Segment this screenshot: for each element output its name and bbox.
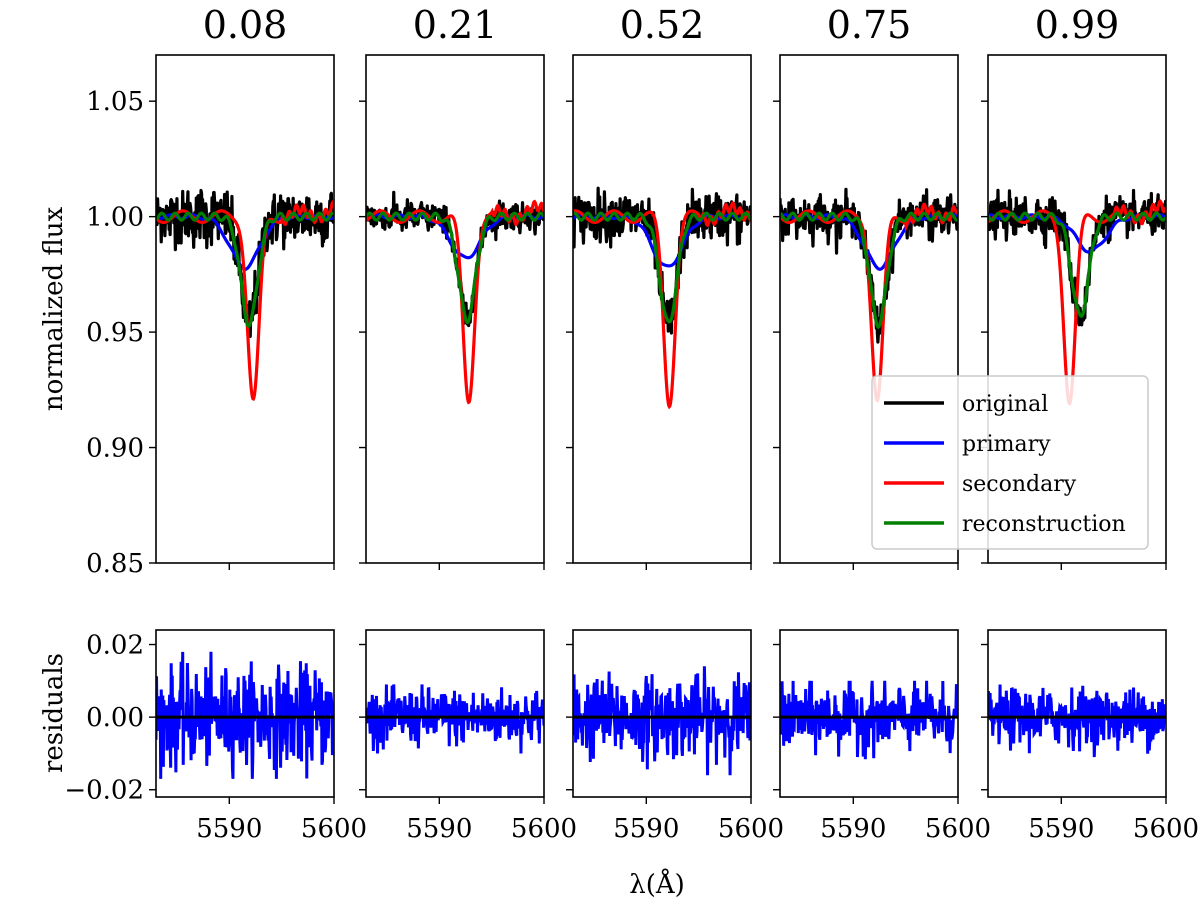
x-tick-label: 5600 [718,814,784,844]
panel-5-bottom-frame [987,629,1167,798]
series-residuals [366,684,544,754]
x-tick-label: 5590 [820,814,886,844]
y-tick-label-top: 1.05 [86,87,144,117]
panel-title: 0.75 [827,3,912,47]
x-tick-label: 5590 [613,814,679,844]
panel-3-residual-series [573,666,751,776]
panel-4-bottom-frame [779,629,959,798]
panel-2-top-frame [365,54,545,564]
series-reconstruction [780,211,958,329]
series-secondary [780,202,958,403]
y-tick-label-top: 0.85 [86,549,144,579]
x-tick-label: 5600 [301,814,367,844]
series-residuals [156,651,334,779]
panel-title: 0.21 [413,3,498,47]
x-tick-label: 5590 [196,814,262,844]
panel-3-bottom-frame [572,629,752,798]
x-tick-label: 5600 [511,814,577,844]
series-secondary [156,200,334,402]
panel-3-top-frame [572,54,752,564]
y-tick-label-bottom: 0.00 [86,703,144,733]
x-tick-label: 5590 [1028,814,1094,844]
series-residuals [780,680,958,760]
panel-4-residual-series [780,680,958,760]
y-axis-title-top: normalized flux [39,206,69,411]
x-axis-title: λ(Å) [629,868,685,900]
x-tick-label: 5590 [406,814,472,844]
panel-2-top-series [366,190,544,405]
y-axis-title-bottom: residuals [39,653,69,773]
x-tick-label: 5600 [925,814,991,844]
panel-1-top-frame [155,54,335,564]
panel-3-top-series [573,186,751,410]
series-residuals [573,666,751,776]
legend-label-secondary: secondary [962,472,1077,497]
y-tick-label-top: 0.90 [86,434,144,464]
y-tick-label-top: 1.00 [86,203,144,233]
y-tick-label-bottom: 0.02 [86,631,144,661]
series-reconstruction [366,211,544,325]
panel-5-top-series [988,188,1166,406]
panel-2-bottom-frame [365,629,545,798]
panel-2-residual-series [366,684,544,754]
panel-title: 0.52 [620,3,705,47]
legend: original primary secondary reconstruction [871,375,1149,550]
series-reconstruction [988,211,1166,318]
series-secondary [366,199,544,405]
panel-1-residual-series [156,651,334,779]
panel-1-top-series [156,188,334,402]
panel-title: 0.08 [203,3,288,47]
panel-1-bottom-frame [155,629,335,798]
series-residuals [988,684,1166,758]
series-reconstruction [573,211,751,324]
y-tick-label-top: 0.95 [86,318,144,348]
panel-4-top-frame [779,54,959,564]
legend-label-reconstruction: reconstruction [962,512,1126,537]
panel-4-top-series [780,187,958,403]
panel-title: 0.99 [1035,3,1120,47]
panel-5-top-frame [987,54,1167,564]
panel-5-residual-series [988,684,1166,758]
legend-label-primary: primary [962,432,1051,457]
legend-label-original: original [962,392,1048,417]
series-reconstruction [156,211,334,329]
x-tick-label: 5600 [1133,814,1199,844]
legend-frame [871,375,1149,550]
y-tick-label-bottom: −0.02 [64,776,144,806]
